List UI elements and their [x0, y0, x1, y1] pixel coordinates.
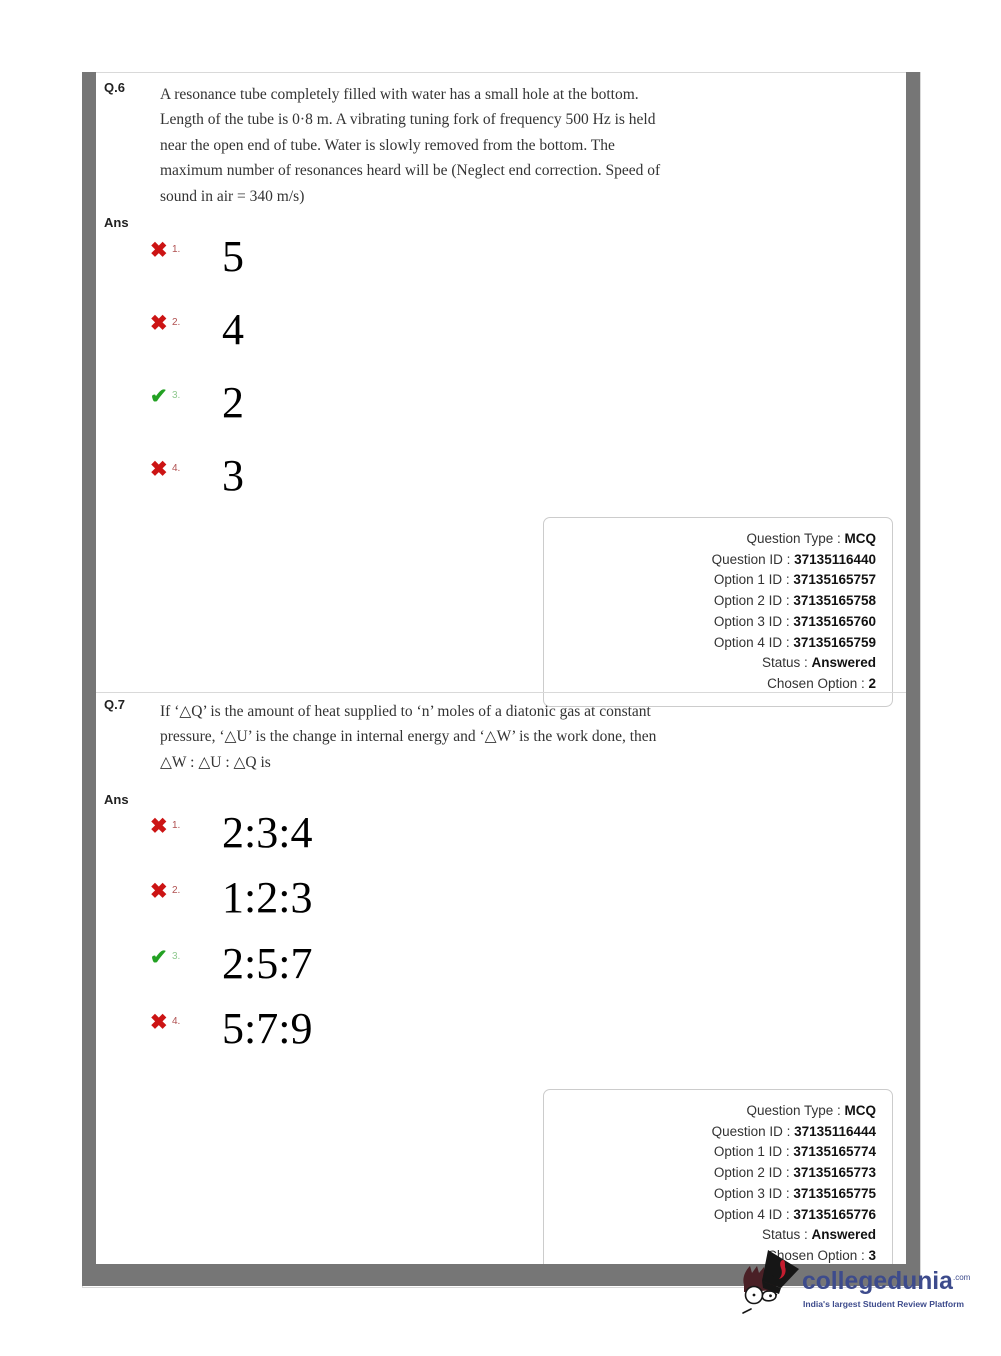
svg-text:.com: .com [953, 1273, 971, 1282]
svg-text:India's largest Student Review: India's largest Student Review Platform [803, 1299, 964, 1309]
svg-text:collegedunia: collegedunia [802, 1268, 953, 1295]
